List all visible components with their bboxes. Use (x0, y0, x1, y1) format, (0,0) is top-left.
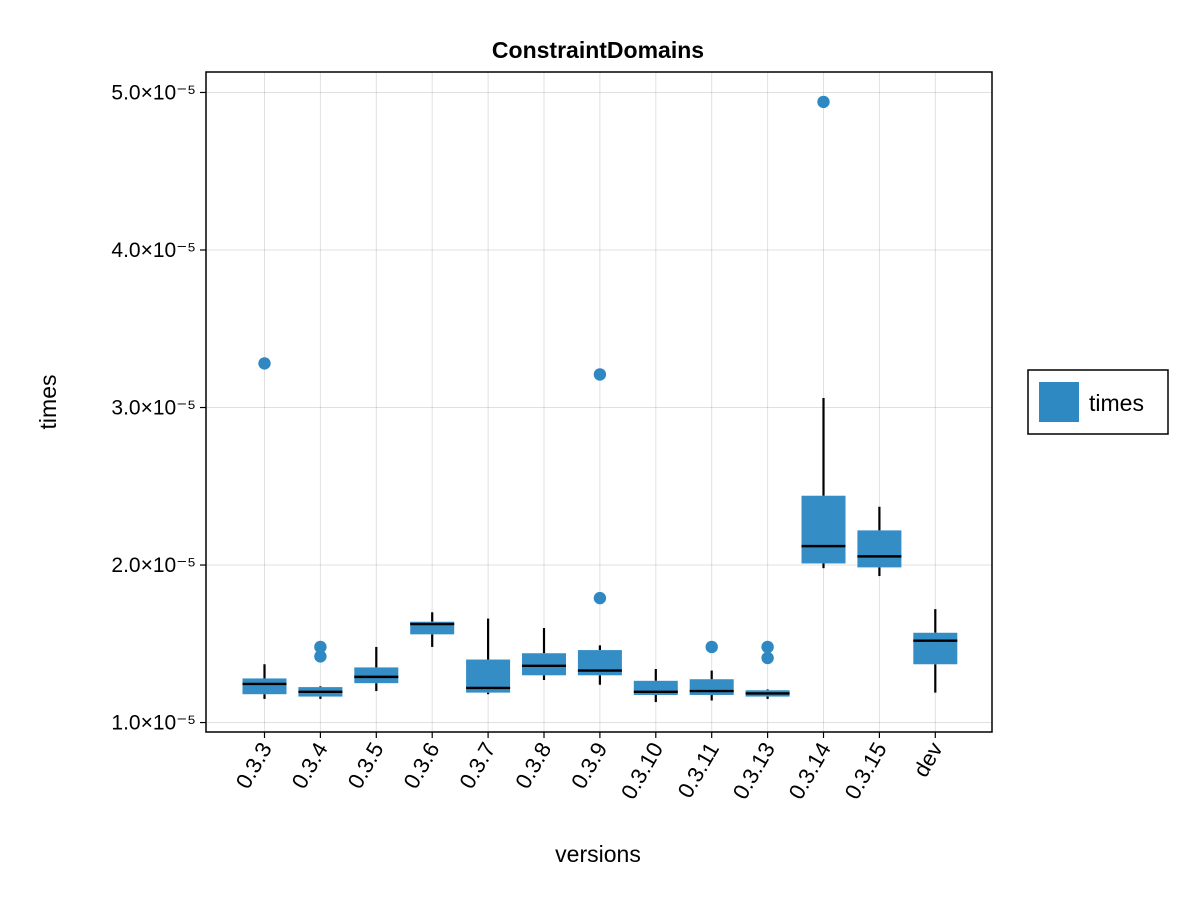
y-tick-label: 3.0×10⁻⁵ (111, 397, 196, 420)
box-dev (913, 609, 958, 693)
outlier-point (593, 368, 607, 381)
y-axis-ticks: 1.0×10⁻⁵ 2.0×10⁻⁵ 3.0×10⁻⁵ 4.0×10⁻⁵ 5.0×10⁻⁵ (111, 81, 206, 735)
box-0.3.15 (857, 506, 902, 577)
legend: times (1027, 369, 1169, 435)
outlier-point (314, 650, 327, 663)
chart-title: ConstraintDomains (492, 37, 704, 63)
y-tick-label: 5.0×10⁻⁵ (111, 81, 196, 104)
outlier-point (705, 640, 718, 654)
outlier-point (314, 640, 327, 654)
box-0.3.7 (466, 618, 511, 695)
box-0.3.13 (745, 640, 790, 699)
legend-label: times (1089, 390, 1144, 416)
box-series (242, 95, 958, 703)
y-axis-label: times (35, 375, 61, 430)
box-0.3.9 (577, 368, 622, 685)
outlier-point (761, 651, 774, 665)
box-iqr (801, 495, 846, 564)
box-0.3.11 (689, 640, 734, 701)
y-tick-label: 2.0×10⁻⁵ (111, 554, 196, 577)
legend-swatch (1039, 382, 1079, 422)
y-tick-label: 4.0×10⁻⁵ (111, 239, 196, 262)
box-0.3.6 (410, 612, 455, 647)
outlier-point (761, 640, 774, 654)
y-tick-label: 1.0×10⁻⁵ (111, 712, 196, 735)
outlier-point (593, 591, 607, 605)
outlier-point (258, 357, 271, 370)
plot-frame (205, 71, 993, 733)
box-iqr (689, 679, 734, 695)
outlier-point (817, 95, 830, 109)
x-axis-label: versions (555, 841, 641, 867)
box-0.3.4 (298, 640, 343, 699)
box-iqr (913, 632, 958, 665)
box-iqr (354, 667, 399, 684)
box-iqr (242, 678, 287, 695)
box-0.3.5 (354, 646, 399, 692)
box-0.3.3 (242, 357, 287, 699)
box-iqr (522, 653, 566, 676)
box-iqr (857, 530, 902, 568)
box-0.3.8 (522, 628, 566, 681)
box-0.3.14 (801, 95, 846, 569)
box-0.3.10 (633, 668, 678, 703)
